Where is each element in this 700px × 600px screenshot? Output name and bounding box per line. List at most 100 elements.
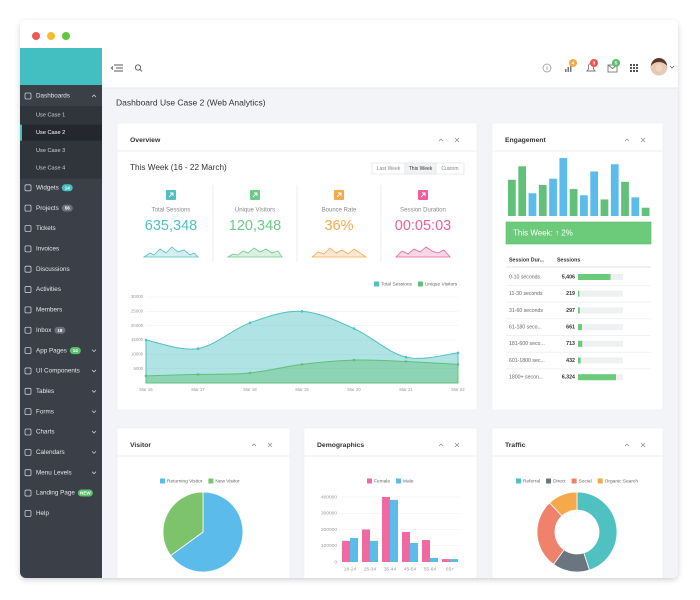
close-button[interactable]: [32, 32, 40, 40]
menu-item: Widgets: [36, 184, 59, 191]
collapse-button[interactable]: [624, 138, 630, 142]
bar: [382, 497, 390, 562]
bar: [342, 540, 350, 562]
range-button[interactable]: [435, 162, 465, 175]
bar: [350, 537, 358, 562]
menu-icon: [24, 489, 32, 497]
bar: [538, 184, 547, 216]
close-card-button[interactable]: [454, 137, 460, 143]
bar: [430, 557, 438, 562]
legend-swatch: [374, 281, 379, 287]
data-point: [248, 321, 252, 325]
bar: [590, 171, 599, 216]
data-point: [248, 371, 252, 375]
menu-icon: [24, 408, 32, 416]
menu-icon: [24, 245, 32, 253]
logo-area: [20, 48, 102, 85]
menu-caret: [91, 430, 97, 434]
bar: [410, 542, 418, 562]
menu-item: Forms: [36, 408, 54, 415]
legend-label: Social: [579, 479, 592, 485]
bar: [621, 181, 629, 216]
minimize-button[interactable]: [47, 32, 55, 40]
menu-caret: [91, 390, 97, 393]
x-tick-label: Mar 16: [139, 387, 153, 392]
menu-icon: [24, 225, 32, 232]
progress-track: [578, 357, 623, 364]
apps-icon[interactable]: [630, 64, 638, 72]
x-tick-label: Mar 21: [399, 387, 413, 392]
legend-label: Referral: [523, 479, 540, 485]
bar: [600, 199, 609, 216]
avatar[interactable]: [650, 58, 675, 76]
legend-label: Direct: [553, 479, 566, 485]
duration-label: 11-30 seconds: [509, 291, 543, 297]
range-button-label: Custom: [441, 166, 458, 172]
menu-item: Dashboards: [36, 93, 70, 100]
collapse-button[interactable]: [624, 443, 630, 447]
legend-swatch: [597, 478, 603, 484]
bar: [422, 540, 430, 562]
bar: [508, 179, 516, 216]
y-tick-label: 25000: [131, 308, 144, 313]
sessions-value: 5,406: [562, 274, 575, 280]
menu-badge: [61, 184, 73, 192]
search-icon[interactable]: [134, 64, 143, 72]
bar: [450, 559, 458, 562]
menu-caret: [91, 369, 97, 373]
activity-icon[interactable]: [565, 65, 572, 72]
submenu-item: Use Case 4: [36, 166, 65, 172]
pie-slice: [576, 491, 618, 571]
sessions-value: 661: [566, 325, 575, 331]
maximize-button[interactable]: [62, 32, 70, 40]
info-icon[interactable]: [542, 63, 552, 73]
submenu: [20, 106, 102, 179]
card-title: Demographics: [317, 442, 364, 449]
collapse-button[interactable]: [438, 138, 444, 142]
card-title: Overview: [130, 137, 161, 144]
menu-badge-text: 14: [73, 348, 79, 353]
menu-icon: [24, 428, 32, 436]
legend-label: Total Sessions: [381, 282, 413, 288]
menu-icon: [24, 448, 32, 456]
x-tick-label: 35-44: [384, 566, 397, 572]
menu-item: Landing Page: [36, 490, 75, 497]
collapse-button[interactable]: [251, 443, 257, 447]
sessions-value: 219: [566, 291, 575, 297]
close-card-button[interactable]: [640, 137, 646, 143]
legend-label: Male: [403, 479, 414, 485]
data-point: [352, 358, 356, 362]
legend-swatch: [417, 281, 423, 287]
close-card-button[interactable]: [267, 442, 273, 448]
menu-badge: [69, 347, 81, 355]
pie-slice: [162, 491, 204, 557]
data-point: [456, 363, 460, 366]
y-tick-label: 300000: [321, 511, 337, 517]
collapse-button[interactable]: [438, 443, 444, 447]
bar: [390, 499, 398, 562]
menu-icon: [24, 204, 32, 212]
close-card-button[interactable]: [640, 442, 646, 448]
topbar: [102, 48, 678, 88]
x-tick-label: Mar 18: [243, 387, 257, 392]
data-point: [300, 363, 304, 366]
window-content: Dashboard Use Case 2 (Web Analytics) Das…: [20, 32, 678, 578]
stat-arrow: [336, 192, 342, 198]
notification-count: 5: [615, 61, 618, 67]
menu-badge: [77, 489, 93, 497]
pie-slice: [170, 491, 244, 573]
bar: [402, 531, 410, 562]
menu-caret: [91, 410, 97, 414]
menu-badge-text: 14: [65, 185, 71, 190]
menu-toggle[interactable]: [110, 64, 124, 72]
sessions-value: 713: [566, 341, 575, 347]
bar: [362, 529, 370, 562]
submenu-item: Use Case 1: [36, 112, 65, 118]
table-header: Sessions: [557, 257, 580, 263]
menu-caret: [91, 451, 97, 454]
menu-item: Members: [36, 307, 62, 314]
legend-swatch: [546, 478, 552, 484]
range-button-label: This Week: [409, 166, 433, 172]
menu-item: Tickets: [36, 225, 56, 232]
close-card-button[interactable]: [454, 442, 460, 448]
